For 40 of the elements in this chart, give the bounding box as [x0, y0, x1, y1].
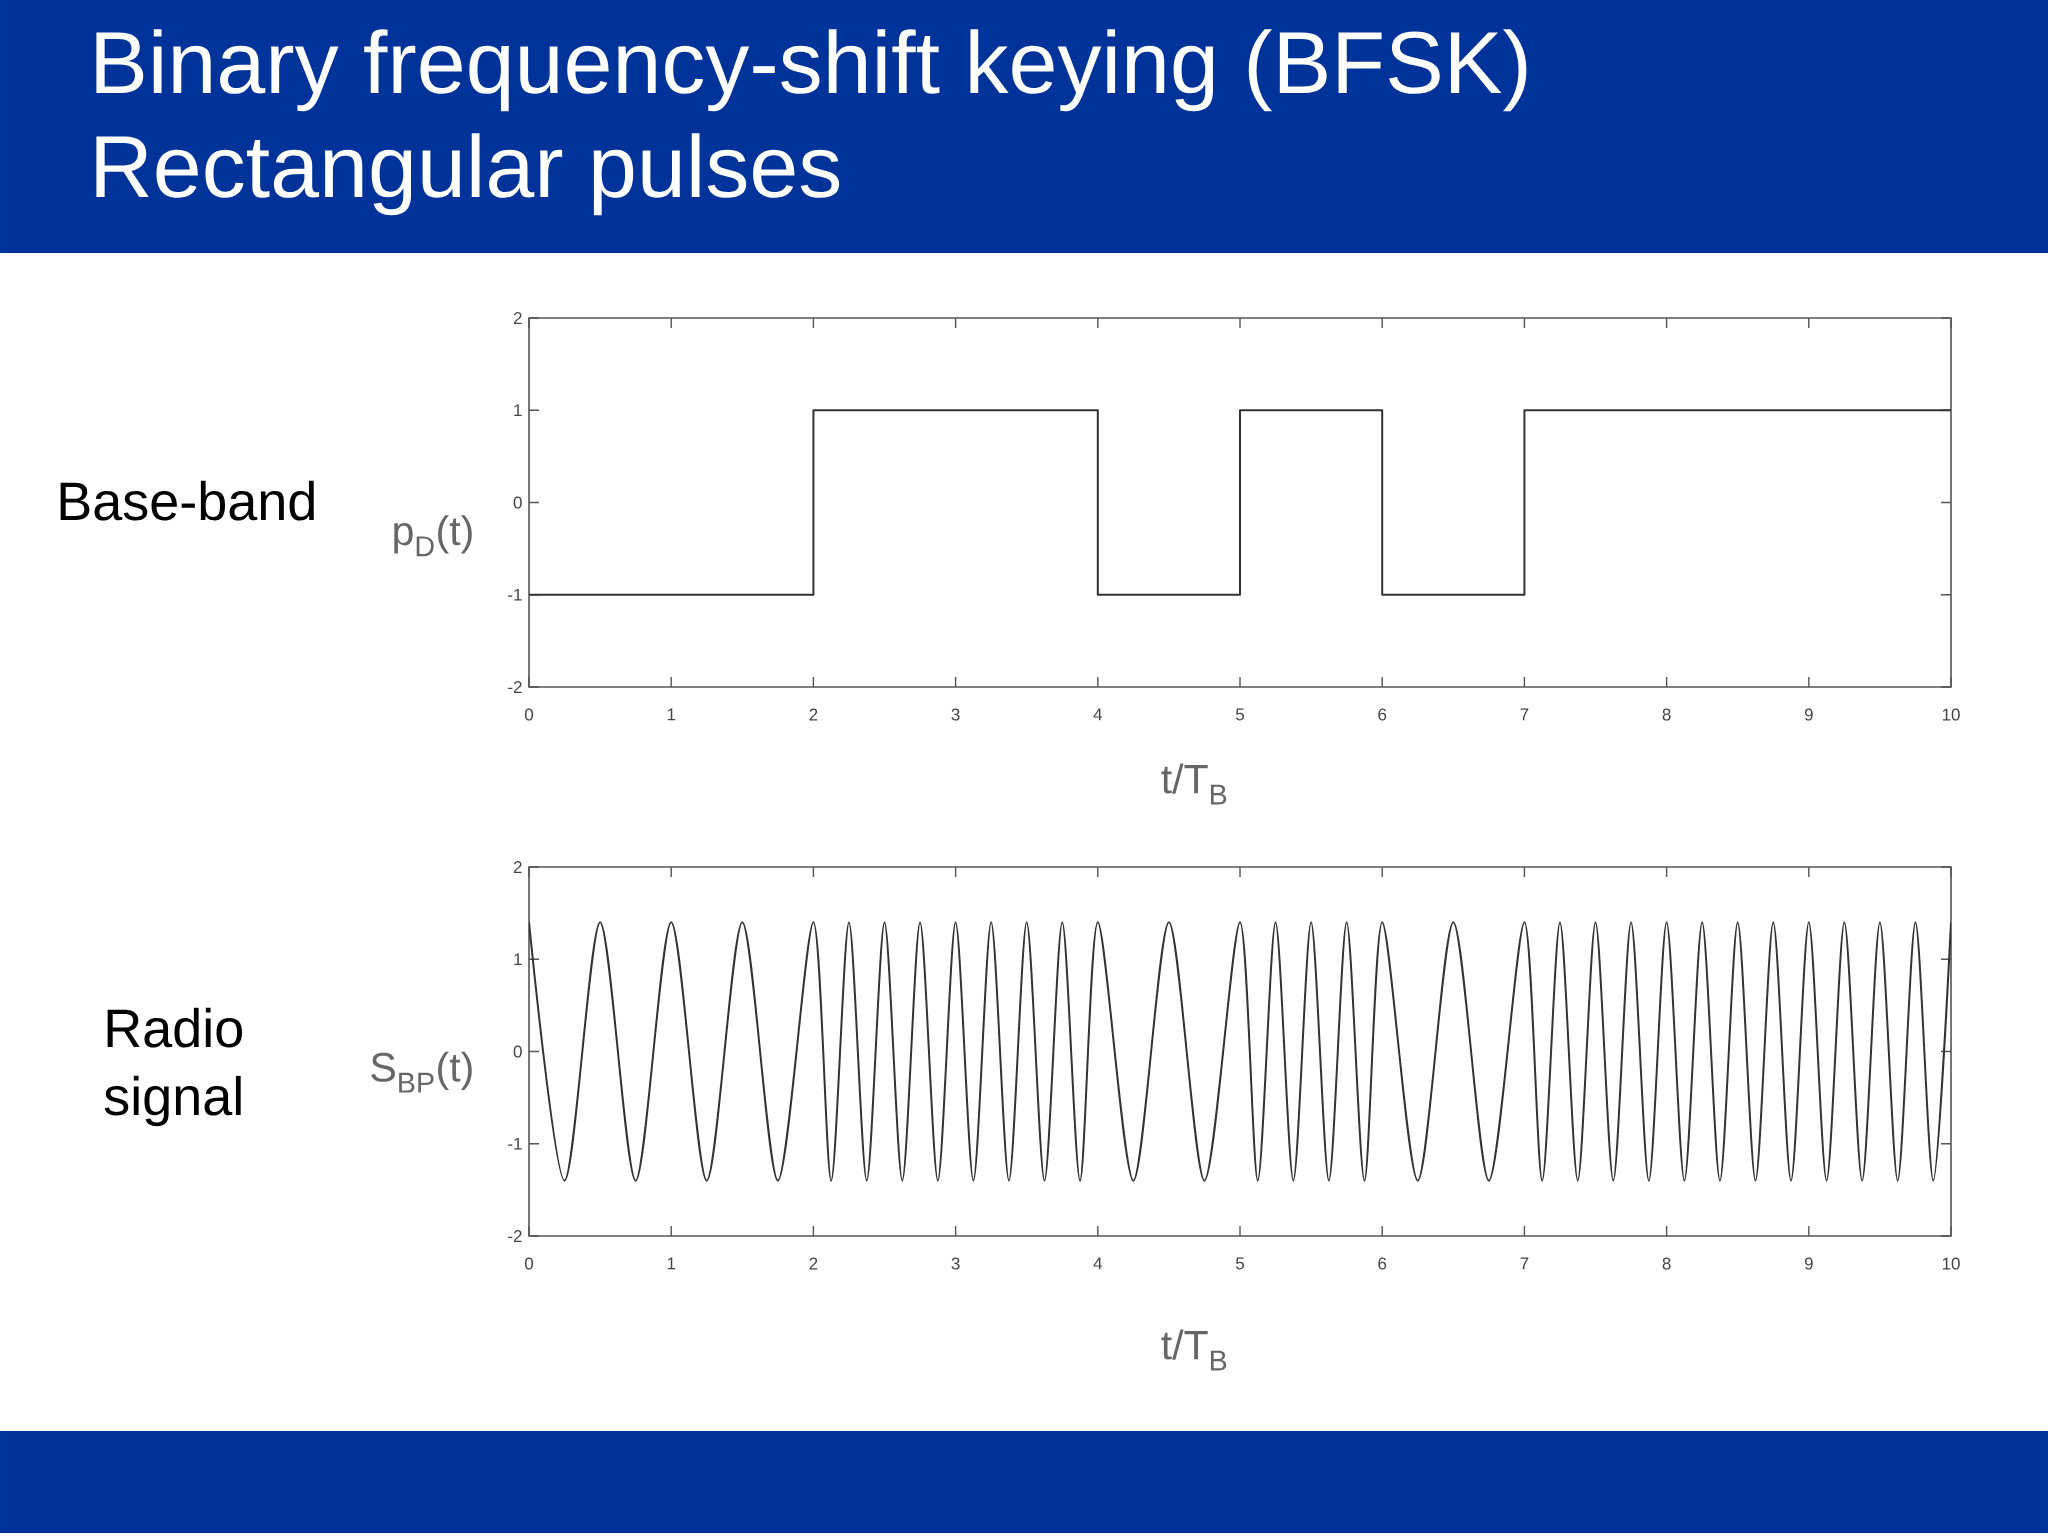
x-tick-label: 4: [1093, 708, 1103, 721]
y-axis-title: p$_{D}$(t): [394, 515, 472, 557]
y-tick-label: 0: [513, 1045, 522, 1058]
y-tick-label: 1: [514, 953, 522, 966]
x-tick-label: 2: [809, 1257, 818, 1270]
x-tick-label: 5: [1235, 708, 1245, 721]
x-tick-label: 3: [951, 708, 960, 721]
x-tick-label: 8: [1662, 708, 1671, 721]
x-tick-label: 1: [667, 708, 676, 721]
x-tick-label: 3: [951, 1257, 960, 1270]
y-tick-label: -2: [508, 681, 522, 693]
x-tick-label: 4: [1093, 1257, 1103, 1270]
text: Radio signal: [104, 1007, 242, 1127]
chart-title: Binary frequency-shift keying (BFSK): [96, 29, 1527, 112]
x-tick-label: 10: [1942, 1257, 1960, 1270]
x-tick-label: 2: [809, 708, 818, 721]
y-tick-label: -1: [508, 1137, 522, 1150]
x-tick-label: 9: [1804, 1257, 1813, 1270]
y-tick-label: -2: [508, 1230, 522, 1242]
x-tick-label: 7: [1520, 1257, 1529, 1270]
y-axis-title: S$_{BP}$(t): [371, 1051, 472, 1093]
x-tick-label: 6: [1378, 708, 1387, 721]
chart-subtitle: Rectangular pulses: [96, 133, 840, 216]
y-tick-label: 0: [513, 496, 522, 509]
x-tick-label: 5: [1235, 1257, 1245, 1270]
y-tick-label: 2: [513, 312, 522, 324]
x-tick-label: 1: [667, 1257, 676, 1270]
x-tick-label: 0: [524, 708, 534, 721]
x-tick-label: 6: [1378, 1257, 1387, 1270]
x-axis-title: t/T$_{B}$: [1161, 1329, 1227, 1371]
y-tick-label: -1: [508, 588, 522, 601]
x-axis-title: t/T$_{B}$: [1161, 763, 1227, 805]
x-tick-label: 7: [1520, 708, 1529, 721]
text: Base-band: [60, 480, 314, 521]
x-tick-label: 0: [524, 1257, 534, 1270]
x-tick-label: 8: [1662, 1257, 1671, 1270]
x-tick-label: 9: [1804, 708, 1813, 721]
y-tick-label: 1: [514, 404, 522, 417]
y-tick-label: 2: [513, 861, 522, 873]
x-tick-label: 10: [1942, 708, 1960, 721]
